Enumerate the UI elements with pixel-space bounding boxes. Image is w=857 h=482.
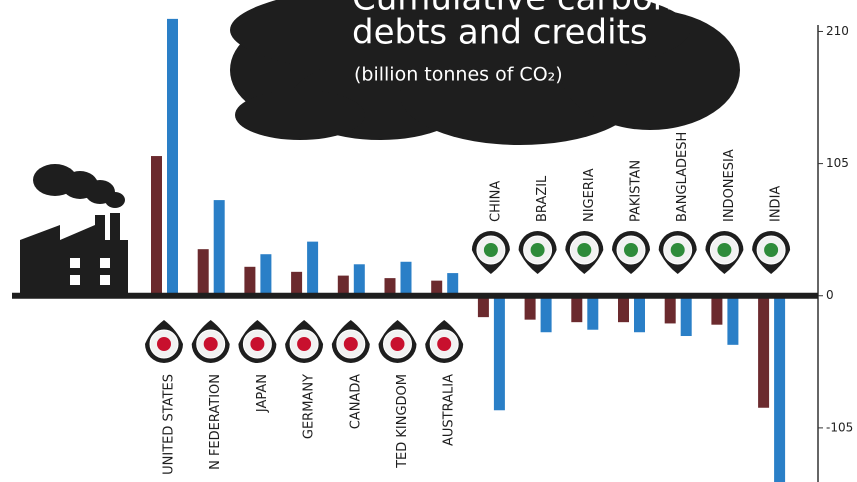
category-label: AUSTRALIA <box>442 374 457 446</box>
bar <box>431 280 443 296</box>
bar <box>618 295 629 323</box>
bar <box>477 295 489 318</box>
factory-icon <box>20 164 128 296</box>
bar <box>400 261 412 296</box>
category-label: GERMANY <box>302 374 317 439</box>
flag-mark <box>157 337 171 351</box>
flag-mark <box>530 243 545 257</box>
category-label: BRAZIL <box>535 175 550 222</box>
category-label: TED KINGDOM <box>395 374 410 469</box>
bar <box>634 295 645 333</box>
category-label: UNITED STATES <box>162 374 177 475</box>
y-tick-label: -105 <box>826 420 853 434</box>
flag-mark <box>203 337 218 351</box>
category-label: NIGERIA <box>582 168 597 222</box>
bar <box>587 295 599 330</box>
bar <box>680 295 692 337</box>
flag-mark <box>483 243 498 257</box>
bar <box>213 200 225 296</box>
bar <box>774 295 786 482</box>
category-label: INDIA <box>769 186 784 222</box>
cloud <box>230 0 740 145</box>
y-tick-label: 0 <box>826 288 834 302</box>
bar <box>151 156 162 296</box>
chart-title: Cumulative carbon <box>352 0 674 19</box>
bar <box>337 275 349 296</box>
bar <box>758 295 770 408</box>
bar <box>711 295 723 325</box>
bar <box>524 295 536 320</box>
bar <box>260 254 272 296</box>
bar <box>447 273 459 296</box>
bar <box>291 271 303 296</box>
category-label: PAKISTAN <box>629 160 644 222</box>
unit-label: (billion tonnes of CO₂) <box>354 64 563 86</box>
bar <box>167 18 178 296</box>
flag-mark <box>250 337 265 351</box>
category-label: INDONESIA <box>722 149 737 222</box>
flag-mark <box>670 243 685 257</box>
bar <box>727 295 739 345</box>
category-label: CHINA <box>488 181 503 222</box>
flag-mark <box>297 337 312 351</box>
category-label: BANGLADESH <box>675 132 690 222</box>
category-label: N FEDERATION <box>208 374 223 470</box>
flag-mark <box>437 337 452 351</box>
flag-mark <box>764 243 779 257</box>
bar <box>540 295 552 333</box>
bar <box>353 264 365 296</box>
y-tick-label: 105 <box>826 156 849 170</box>
flag-mark <box>390 337 405 351</box>
flag-mark <box>577 243 592 257</box>
bar <box>384 278 396 296</box>
bar <box>664 295 676 324</box>
bar <box>493 295 505 411</box>
bar <box>571 295 583 323</box>
y-tick-label: 210 <box>826 24 849 38</box>
bar <box>197 249 209 296</box>
flag-mark <box>624 243 638 257</box>
category-label: JAPAN <box>255 374 270 413</box>
bar <box>244 266 256 296</box>
bar <box>307 241 319 296</box>
category-label: CANADA <box>348 374 363 429</box>
flag-mark <box>717 243 732 257</box>
flag-mark <box>343 337 358 351</box>
chart-subtitle: debts and credits <box>352 13 648 53</box>
